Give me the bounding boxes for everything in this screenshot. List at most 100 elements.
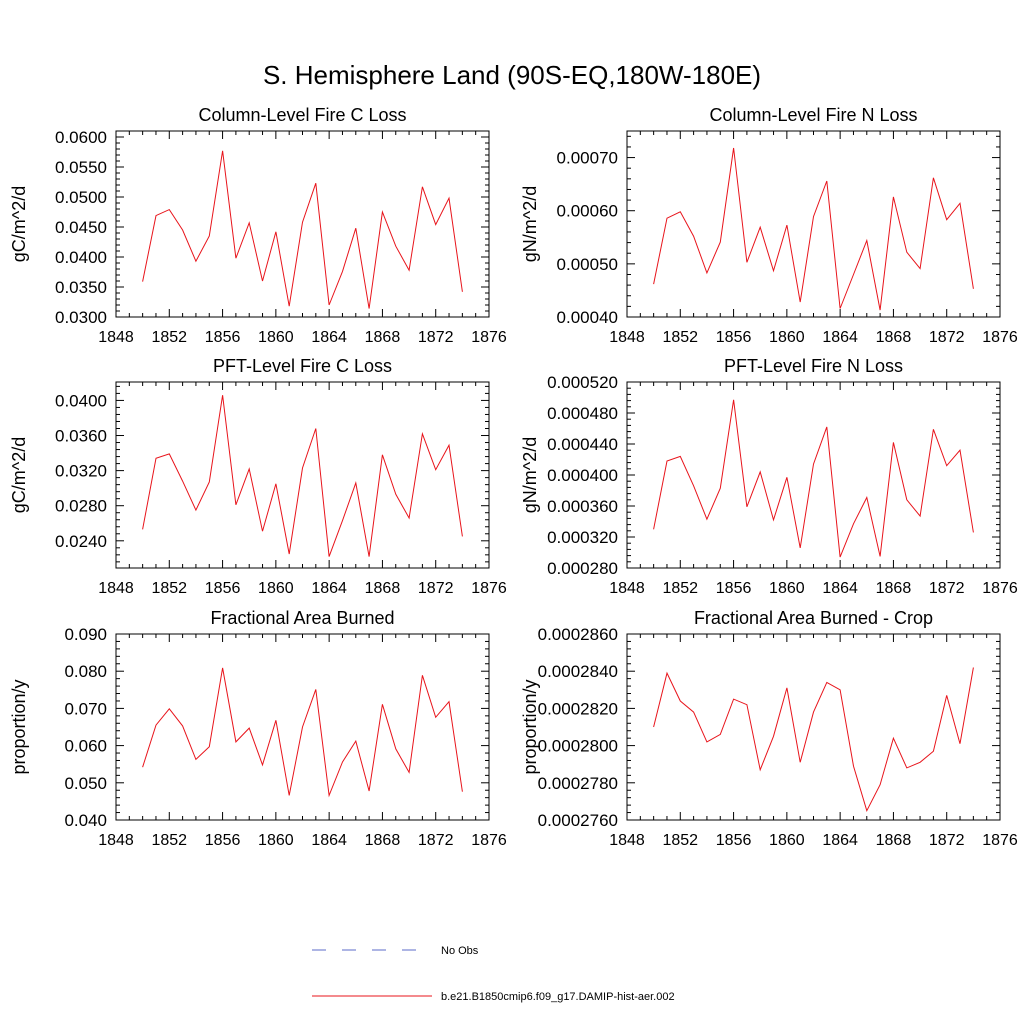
x-tick-label: 1856 — [205, 832, 241, 849]
series-line — [653, 667, 974, 813]
x-tick-label: 1852 — [151, 580, 187, 597]
y-tick-label: 0.090 — [64, 625, 107, 644]
y-axis-label: gC/m^2/d — [9, 437, 29, 513]
y-tick-label: 0.0400 — [55, 248, 107, 267]
y-tick-label: 0.00070 — [557, 149, 618, 168]
x-tick-label: 1856 — [716, 580, 752, 597]
y-tick-label: 0.0002820 — [538, 699, 618, 718]
x-tick-label: 1876 — [471, 832, 507, 849]
x-tick-label: 1864 — [311, 832, 347, 849]
y-tick-label: 0.0450 — [55, 218, 107, 237]
x-tick-label: 1852 — [662, 832, 698, 849]
x-tick-label: 1852 — [662, 329, 698, 346]
x-tick-label: 1864 — [311, 329, 347, 346]
y-tick-label: 0.00040 — [557, 308, 618, 327]
x-tick-label: 1876 — [982, 832, 1018, 849]
x-tick-label: 1872 — [929, 832, 965, 849]
chart-panel-2: Column-Level Fire N Loss gN/m^2/d 1848 1852… — [520, 105, 1018, 346]
y-tick-label: 0.040 — [64, 811, 107, 830]
y-axis-label: proportion/y — [9, 679, 29, 774]
panel-title: Column-Level Fire N Loss — [709, 105, 917, 125]
y-tick-label: 0.00060 — [557, 202, 618, 221]
x-tick-label: 1872 — [418, 832, 454, 849]
y-tick-label: 0.0280 — [55, 497, 107, 516]
y-tick-label: 0.00050 — [557, 255, 618, 274]
chart-panel-6: Fractional Area Burned - Crop proportion/… — [520, 608, 1018, 849]
x-tick-label: 1872 — [929, 580, 965, 597]
y-tick-label: 0.0500 — [55, 188, 107, 207]
figure-title: S. Hemisphere Land (90S-EQ,180W-180E) — [263, 60, 761, 90]
y-tick-label: 0.0300 — [55, 308, 107, 327]
x-tick-label: 1848 — [609, 329, 645, 346]
chart-panel-1: Column-Level Fire C Loss gC/m^2/d 1848 1852… — [9, 105, 507, 346]
panel-title: PFT-Level Fire N Loss — [724, 356, 903, 376]
y-tick-label: 0.000280 — [547, 559, 618, 578]
series-line — [653, 399, 974, 558]
x-tick-label: 1856 — [205, 329, 241, 346]
x-tick-label: 1864 — [822, 832, 858, 849]
panel-title: Fractional Area Burned — [210, 608, 394, 628]
y-axis-label: gN/m^2/d — [520, 437, 540, 513]
x-tick-label: 1848 — [98, 832, 134, 849]
y-tick-label: 0.0002780 — [538, 774, 618, 793]
legend-obs-label: No Obs — [441, 945, 479, 957]
y-tick-label: 0.0002760 — [538, 811, 618, 830]
series-line — [142, 395, 463, 557]
y-axis-label: gN/m^2/d — [520, 186, 540, 262]
x-tick-label: 1868 — [876, 832, 912, 849]
y-tick-label: 0.0400 — [55, 391, 107, 410]
y-tick-label: 0.0002860 — [538, 625, 618, 644]
x-tick-label: 1872 — [418, 329, 454, 346]
panel-title: Fractional Area Burned - Crop — [694, 608, 933, 628]
y-tick-label: 0.070 — [64, 699, 107, 718]
x-tick-label: 1856 — [205, 580, 241, 597]
panel-title: PFT-Level Fire C Loss — [213, 356, 392, 376]
legend: No Obs b.e21.B1850cmip6.f09_g17.DAMIP-hi… — [312, 945, 675, 1003]
x-tick-label: 1864 — [311, 580, 347, 597]
legend-model-label: b.e21.B1850cmip6.f09_g17.DAMIP-hist-aer.… — [441, 991, 675, 1003]
series-line — [142, 150, 463, 309]
x-tick-label: 1860 — [258, 329, 294, 346]
y-tick-label: 0.000480 — [547, 404, 618, 423]
y-tick-label: 0.0350 — [55, 278, 107, 297]
x-tick-label: 1864 — [822, 329, 858, 346]
y-tick-label: 0.0550 — [55, 158, 107, 177]
x-tick-label: 1868 — [876, 329, 912, 346]
y-tick-label: 0.000520 — [547, 373, 618, 392]
x-tick-label: 1848 — [98, 329, 134, 346]
y-tick-label: 0.060 — [64, 737, 107, 756]
x-tick-label: 1852 — [151, 832, 187, 849]
x-tick-label: 1860 — [258, 580, 294, 597]
y-tick-label: 0.0002800 — [538, 737, 618, 756]
x-tick-label: 1872 — [929, 329, 965, 346]
series-line — [653, 147, 974, 311]
y-tick-label: 0.0320 — [55, 462, 107, 481]
series-line — [142, 667, 463, 798]
y-tick-label: 0.000320 — [547, 528, 618, 547]
panel-title: Column-Level Fire C Loss — [198, 105, 406, 125]
x-tick-label: 1852 — [151, 329, 187, 346]
x-tick-label: 1848 — [609, 832, 645, 849]
y-tick-label: 0.0360 — [55, 427, 107, 446]
x-tick-label: 1848 — [609, 580, 645, 597]
chart-panel-4: PFT-Level Fire N Loss gN/m^2/d 1848 1852 185… — [520, 356, 1018, 597]
x-tick-label: 1860 — [769, 832, 805, 849]
x-tick-label: 1852 — [662, 580, 698, 597]
y-tick-label: 0.000440 — [547, 435, 618, 454]
y-tick-label: 0.0600 — [55, 128, 107, 147]
x-tick-label: 1860 — [258, 832, 294, 849]
x-tick-label: 1856 — [716, 832, 752, 849]
y-axis-label: gC/m^2/d — [9, 186, 29, 262]
y-tick-label: 0.0002840 — [538, 662, 618, 681]
chart-panel-5: Fractional Area Burned proportion/y 1848 18… — [9, 608, 507, 849]
y-tick-label: 0.080 — [64, 662, 107, 681]
chart-panel-3: PFT-Level Fire C Loss gC/m^2/d 1848 1852 185… — [9, 356, 507, 597]
x-tick-label: 1848 — [98, 580, 134, 597]
x-tick-label: 1868 — [365, 329, 401, 346]
y-tick-label: 0.000400 — [547, 466, 618, 485]
y-tick-label: 0.0240 — [55, 532, 107, 551]
x-tick-label: 1856 — [716, 329, 752, 346]
y-axis-label: proportion/y — [520, 679, 540, 774]
